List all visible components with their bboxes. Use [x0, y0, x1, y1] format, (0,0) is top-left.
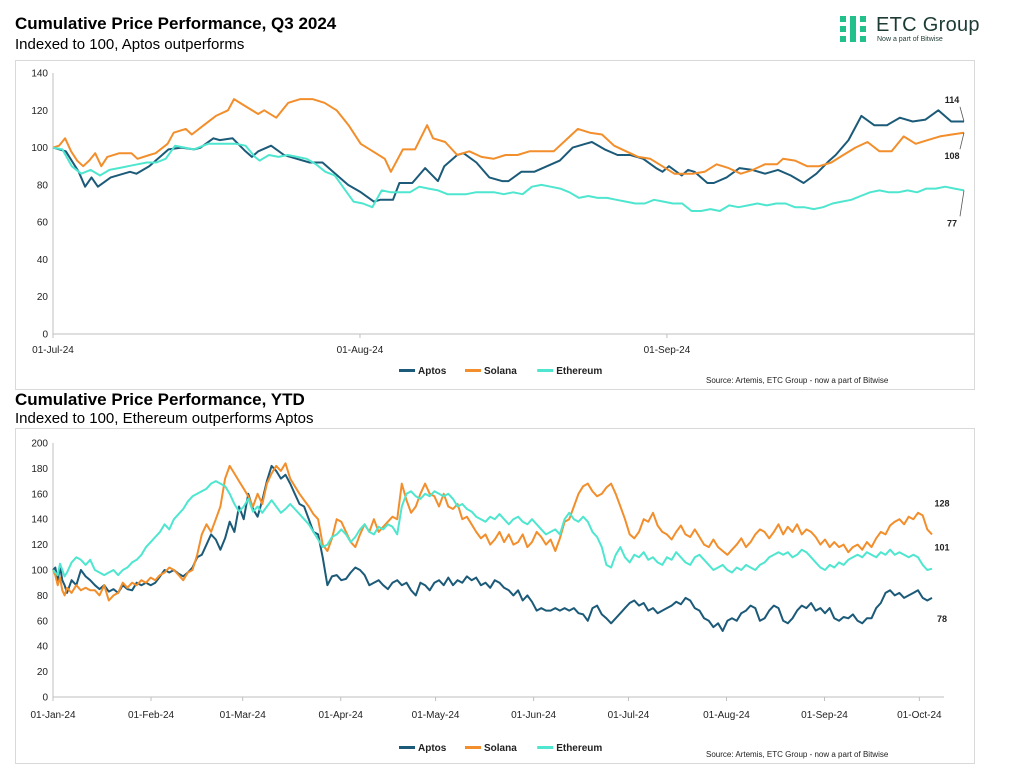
x-tick-label: 01-Apr-24: [318, 710, 363, 721]
x-tick-label: 01-Sep-24: [801, 710, 848, 721]
chart-subtitle-q3: Indexed to 100, Aptos outperforms: [15, 36, 245, 53]
x-tick-label: 01-Jan-24: [30, 710, 75, 721]
end-label-leader: [959, 190, 965, 217]
legend-label-ethereum: Ethereum: [556, 366, 602, 377]
y-tick-label: 100: [31, 143, 48, 154]
end-label-ethereum: 101: [934, 543, 949, 553]
source-note: Source: Artemis, ETC Group - now a part …: [706, 376, 889, 385]
y-tick-label: 200: [31, 439, 48, 450]
x-tick-label: 01-Jun-24: [511, 710, 556, 721]
chart-ytd-svg: 0 20 40 60 80 100 120 140 160 180 200 01-Jan-24 01-F…: [30, 439, 949, 760]
y-tick-label: 40: [37, 255, 49, 266]
chart-q3-svg: 0 20 40 60 80 100 120 140 01-Jul-24 01-Aug-24 01-S…: [31, 69, 974, 385]
legend-label-aptos: Aptos: [418, 366, 447, 377]
x-tick-label: 01-Aug-24: [703, 710, 750, 721]
chart-title-ytd: Cumulative Price Performance, YTD: [15, 390, 305, 409]
legend: Aptos Solana Ethereum: [399, 366, 602, 377]
y-tick-label: 180: [31, 464, 48, 475]
y-tick-label: 60: [37, 616, 49, 627]
legend-label-solana: Solana: [484, 743, 517, 754]
y-tick-label: 0: [42, 693, 48, 704]
chart-title-q3: Cumulative Price Performance, Q3 2024: [15, 14, 337, 33]
etc-group-logo: ETC Group Now a part of Bitwise: [840, 14, 1000, 46]
end-label-solana: 108: [944, 151, 959, 161]
y-tick-label: 20: [37, 292, 49, 303]
y-tick-label: 0: [42, 330, 48, 341]
y-tick-label: 80: [37, 180, 49, 191]
legend-label-solana: Solana: [484, 366, 517, 377]
end-label-solana: 128: [934, 498, 949, 508]
chart-panel-ytd: 0 20 40 60 80 100 120 140 160 180 200 01-Jan-24 01-F…: [15, 428, 975, 764]
y-tick-label: 40: [37, 642, 49, 653]
y-tick-label: 60: [37, 218, 49, 229]
end-label-leader: [959, 132, 965, 150]
chart-panel-q3: 0 20 40 60 80 100 120 140 01-Jul-24 01-Aug-24 01-S…: [15, 60, 975, 390]
logo-name: ETC Group: [876, 14, 980, 36]
x-tick-label: 01-Jul-24: [32, 345, 74, 356]
end-label-leader: [959, 106, 965, 122]
series-line-aptos: [52, 464, 933, 632]
legend: Aptos Solana Ethereum: [399, 743, 602, 754]
x-tick-label: 01-May-24: [412, 710, 460, 721]
source-note: Source: Artemis, ETC Group - now a part …: [706, 750, 889, 759]
series-line-ethereum: [52, 480, 933, 578]
end-label-aptos: 114: [945, 95, 960, 105]
end-label-aptos: 78: [937, 614, 947, 624]
legend-label-aptos: Aptos: [418, 743, 447, 754]
y-tick-label: 100: [31, 566, 48, 577]
y-tick-label: 140: [31, 515, 48, 526]
series-line-solana: [52, 98, 965, 175]
series-line-solana: [52, 462, 933, 602]
chart-subtitle-ytd: Indexed to 100, Ethereum outperforms Apt…: [15, 410, 314, 427]
y-tick-label: 20: [37, 667, 49, 678]
x-tick-label: 01-Mar-24: [220, 710, 267, 721]
y-tick-label: 120: [31, 540, 48, 551]
x-tick-label: 01-Aug-24: [337, 345, 384, 356]
series-line-ethereum: [52, 142, 965, 212]
y-tick-label: 140: [31, 69, 48, 80]
logo-tagline: Now a part of Bitwise: [877, 36, 943, 43]
x-tick-label: 01-Jul-24: [608, 710, 650, 721]
x-tick-label: 01-Sep-24: [644, 345, 691, 356]
y-tick-label: 80: [37, 591, 49, 602]
legend-label-ethereum: Ethereum: [556, 743, 602, 754]
etc-logo-icon: [840, 16, 866, 42]
x-tick-label: 01-Oct-24: [897, 710, 942, 721]
end-label-ethereum: 77: [947, 218, 957, 228]
y-tick-label: 120: [31, 106, 48, 117]
x-tick-label: 01-Feb-24: [128, 710, 175, 721]
y-tick-label: 160: [31, 489, 48, 500]
